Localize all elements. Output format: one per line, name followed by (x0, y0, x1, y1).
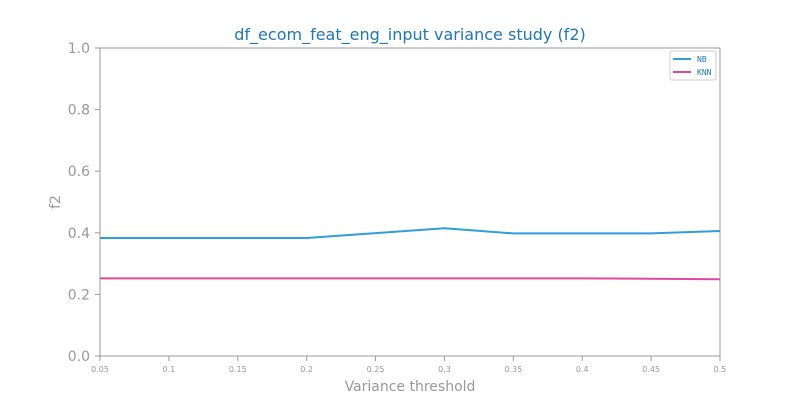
y-tick-label: 0.2 (68, 287, 90, 303)
y-tick-label: 0.4 (68, 226, 90, 242)
series-line-nb (100, 227, 721, 239)
y-tick-label: 1.0 (68, 41, 90, 57)
x-tick-label: 0.4 (576, 365, 589, 374)
x-tick-label: 0.3 (438, 365, 451, 374)
legend: NB KNN (669, 50, 717, 81)
chart-title: df_ecom_feat_eng_input variance study (f… (234, 25, 585, 45)
y-tick-label: 0.8 (68, 103, 90, 119)
x-tick-label: 0.45 (642, 365, 660, 374)
x-tick-label: 0.35 (504, 365, 522, 374)
y-tick-label: 0.6 (68, 164, 90, 180)
x-tick-label: 0.5 (714, 365, 727, 374)
legend-label-knn: KNN (697, 68, 712, 77)
x-tick-label: 0.15 (229, 365, 247, 374)
y-axis-ticks: 0.0 0.2 0.4 0.6 0.8 1.0 (68, 41, 100, 365)
y-tick-label: 0.0 (68, 349, 90, 365)
x-tick-label: 0.2 (300, 365, 313, 374)
series-line-knn (100, 277, 721, 281)
x-axis-label: Variance threshold (345, 379, 476, 395)
x-tick-label: 0.25 (367, 365, 385, 374)
x-tick-label: 0.05 (91, 365, 109, 374)
plot-area (100, 48, 720, 356)
legend-label-nb: NB (697, 55, 707, 64)
y-axis-label: f2 (48, 195, 64, 209)
x-tick-label: 0.1 (163, 365, 176, 374)
x-axis-ticks: 0.05 0.1 0.15 0.2 0.25 0.3 0.35 0.4 0.45 0.5 (91, 356, 726, 374)
series-lines (100, 227, 721, 281)
